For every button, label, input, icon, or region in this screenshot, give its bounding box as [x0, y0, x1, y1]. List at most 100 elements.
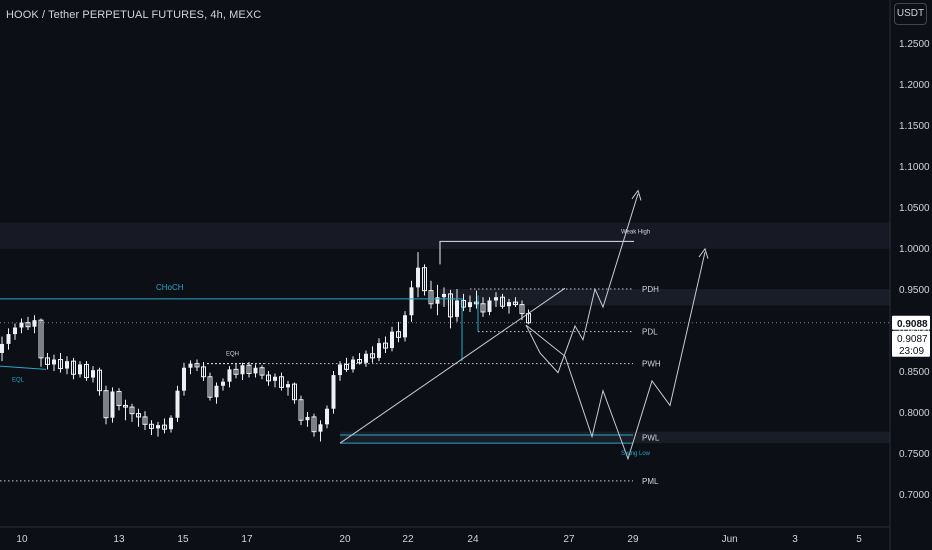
- candle-bearish: [136, 413, 141, 418]
- current-price-badge: [892, 315, 930, 330]
- candle-bullish: [487, 300, 492, 312]
- candle-bearish: [71, 360, 76, 375]
- y-tick-label: 1.2500: [899, 39, 930, 50]
- candle-bearish: [266, 374, 271, 382]
- candle-bearish: [298, 399, 304, 421]
- candle-bullish: [19, 322, 24, 328]
- y-tick-label: 0.8000: [899, 408, 930, 419]
- candle-bullish: [0, 343, 4, 353]
- candle-bullish: [214, 385, 219, 398]
- chart-title: HOOK / Tether PERPETUAL FUTURES, 4h, MEX…: [6, 9, 262, 21]
- weak-high-line: [439, 240, 634, 265]
- weak-high-label: Weak High: [621, 229, 650, 235]
- x-tick-label: 15: [177, 534, 189, 545]
- choch-line: [0, 298, 463, 362]
- last-price-label: 0.9087: [897, 334, 928, 345]
- candle-bullish: [78, 364, 82, 375]
- candle-bullish: [286, 384, 290, 388]
- y-tick-label: 1.1500: [899, 121, 930, 132]
- candle-bullish: [377, 343, 381, 358]
- x-tick-label: 27: [563, 534, 575, 545]
- y-tick-label: 1.2000: [899, 80, 930, 91]
- candle-bullish: [91, 370, 95, 378]
- candle-bullish: [65, 361, 69, 369]
- candle-bearish: [162, 424, 167, 430]
- candle-bullish: [416, 267, 420, 288]
- candle-bullish: [52, 359, 56, 365]
- swing-low-label: Swing Low: [621, 451, 651, 457]
- x-tick-label: Jun: [722, 534, 738, 545]
- x-tick-label: 3: [792, 534, 798, 545]
- y-tick-label: 1.1000: [899, 162, 930, 173]
- candle-bearish: [519, 304, 525, 315]
- candle-bullish: [318, 424, 323, 432]
- eql-label: EQL: [12, 377, 25, 383]
- candle-bullish: [494, 297, 498, 301]
- pml-label: PML: [642, 477, 659, 486]
- candle-bearish: [344, 363, 349, 370]
- candle-bearish: [428, 290, 434, 305]
- pwh-label: PWH: [642, 360, 661, 369]
- y-tick-label: 0.7000: [899, 490, 930, 501]
- candle-bullish: [156, 425, 160, 429]
- candle-bullish: [32, 320, 37, 327]
- current-price-label: 0.9088: [897, 319, 928, 330]
- candle-bearish: [84, 363, 89, 379]
- candle-bearish: [194, 363, 200, 368]
- candle-bullish: [175, 390, 180, 418]
- candle-bearish: [370, 353, 375, 359]
- x-tick-label: 17: [241, 534, 253, 545]
- candle-bullish: [390, 331, 394, 349]
- x-tick-label: 13: [113, 534, 125, 545]
- candle-bearish: [513, 301, 518, 306]
- candle-bearish: [292, 383, 297, 401]
- candle-bullish: [110, 391, 115, 418]
- candle-bullish: [169, 417, 173, 430]
- candle-bullish: [442, 293, 446, 298]
- trendline: [339, 287, 566, 444]
- countdown-label: 23:09: [899, 346, 924, 357]
- x-tick-label: 22: [402, 534, 414, 545]
- candle-bearish: [58, 359, 63, 370]
- y-tick-label: 1.0000: [899, 244, 930, 255]
- candle-bullish: [364, 353, 368, 363]
- candle-bullish: [188, 363, 193, 368]
- candle-bullish: [468, 302, 472, 308]
- candle-bearish: [246, 364, 252, 374]
- candle-bearish: [103, 390, 109, 419]
- candle-bullish: [227, 369, 232, 382]
- candle-bearish: [142, 416, 148, 425]
- candle-bearish: [311, 416, 317, 433]
- currency-selector-button[interactable]: USDT: [894, 3, 927, 25]
- y-tick-label: 0.9500: [899, 285, 930, 296]
- candle-bearish: [233, 368, 239, 375]
- candle-bearish: [201, 366, 206, 378]
- eql-line: [0, 365, 47, 370]
- candle-bearish: [448, 293, 453, 318]
- candle-bullish: [273, 376, 277, 381]
- candle-bearish: [123, 404, 128, 408]
- candle-bearish: [207, 376, 213, 398]
- candle-bearish: [396, 331, 401, 338]
- candle-bearish: [357, 359, 362, 364]
- candle-bullish: [325, 408, 329, 425]
- arrow-head-icon: [698, 247, 709, 259]
- arrow-head-icon: [631, 189, 642, 201]
- candle-bearish: [116, 391, 122, 406]
- candle-bearish: [129, 406, 135, 415]
- y-tick-label: 1.0500: [899, 203, 930, 214]
- pdh-zone: [440, 289, 890, 306]
- candle-bullish: [507, 302, 511, 307]
- candle-bullish: [435, 297, 440, 304]
- candle-bearish: [149, 423, 154, 429]
- candle-bullish: [409, 287, 414, 316]
- x-tick-label: 24: [467, 534, 479, 545]
- candle-bearish: [45, 357, 50, 365]
- candle-bullish: [13, 327, 17, 335]
- last-price-badge: [892, 330, 930, 357]
- x-tick-label: 29: [627, 534, 639, 545]
- candle-bullish: [221, 381, 225, 386]
- x-tick-label: 10: [16, 534, 28, 545]
